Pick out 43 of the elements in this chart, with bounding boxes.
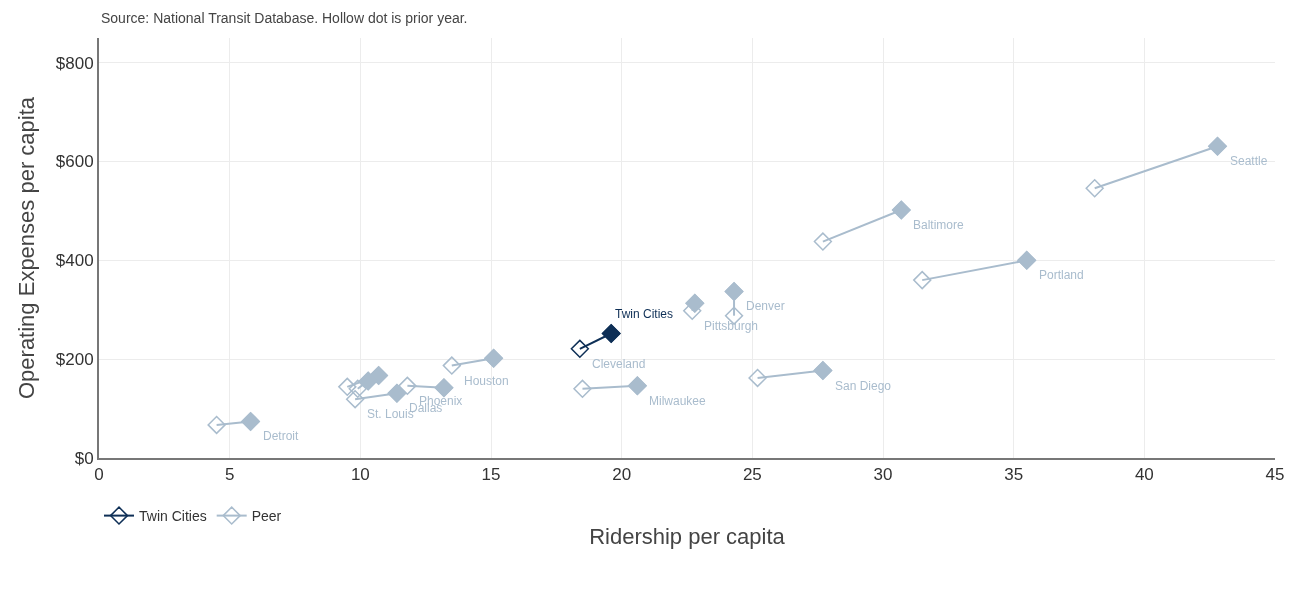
annotation: Houston xyxy=(464,374,509,388)
x-tick-label: 20 xyxy=(612,465,632,485)
point xyxy=(813,232,833,251)
annotation: Seattle xyxy=(1230,154,1268,168)
x-tick-label: 45 xyxy=(1265,465,1285,485)
point xyxy=(1085,179,1104,198)
point xyxy=(207,415,226,435)
y-tick-label: $0 xyxy=(74,448,94,468)
text: Twin Cities xyxy=(615,307,674,321)
point xyxy=(348,379,367,399)
x-axis-title: Ridership per capita xyxy=(589,523,786,549)
point xyxy=(913,270,932,290)
point xyxy=(398,376,417,396)
point xyxy=(573,379,592,399)
annotation: Pittsburgh xyxy=(704,319,759,333)
y-tick-label: $800 xyxy=(55,53,94,73)
point xyxy=(345,390,365,409)
x-tick-label: 30 xyxy=(873,465,893,485)
annotation: Detroit xyxy=(263,429,300,443)
x-tick-label: 35 xyxy=(1004,465,1024,485)
point xyxy=(748,368,767,388)
legend-label: Twin Cities xyxy=(139,508,207,525)
point xyxy=(570,339,590,358)
annotation: San Diego xyxy=(835,379,892,393)
x-tick-label: 25 xyxy=(742,465,762,485)
annotation: Denver xyxy=(746,299,785,313)
annotation: Portland xyxy=(1039,268,1084,282)
x-tick-label: 15 xyxy=(481,465,501,485)
x-tick-label: 0 xyxy=(94,465,104,485)
x-tick-label: 5 xyxy=(224,465,235,485)
y-tick-label: $400 xyxy=(55,251,94,271)
annotation: Cleveland xyxy=(592,357,646,371)
y-axis-title: Operating Expenses per capita xyxy=(14,96,40,400)
legend-label: Peer xyxy=(251,508,282,525)
annotation: Baltimore xyxy=(913,218,965,232)
annotation: Milwaukee xyxy=(649,394,707,408)
x-tick-label: 10 xyxy=(350,465,370,485)
point xyxy=(442,356,461,375)
y-tick-label: $600 xyxy=(55,152,94,172)
x-tick-label: 40 xyxy=(1134,465,1154,485)
point xyxy=(338,377,357,397)
chart-subtitle: Source: National Transit Database. Hollow dot is prior year. xyxy=(101,10,468,26)
y-tick-label: $200 xyxy=(55,350,94,370)
